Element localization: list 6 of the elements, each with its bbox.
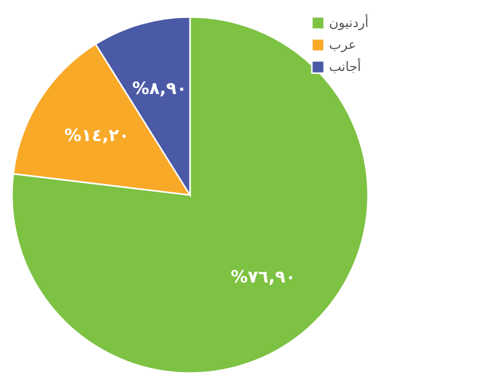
legend-label: أجانب bbox=[329, 58, 361, 75]
data-label: %٧٦,٩٠ bbox=[230, 268, 296, 288]
data-label: %٨,٩٠ bbox=[132, 78, 187, 99]
data-label: %١٤,٢٠ bbox=[64, 126, 130, 146]
legend-label: أردنيون bbox=[329, 14, 368, 31]
legend-label: عرب bbox=[329, 38, 356, 53]
